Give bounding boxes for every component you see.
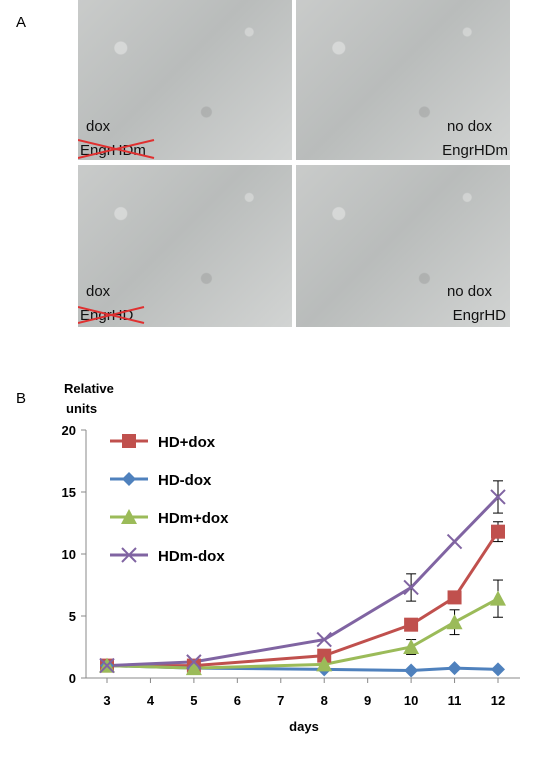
x-tick-label: 8 — [321, 693, 328, 708]
x-tick-label: 3 — [103, 693, 110, 708]
strikethrough-mark — [78, 139, 155, 159]
data-point-x — [490, 489, 506, 505]
strikethrough-mark — [78, 306, 145, 324]
data-point-square — [404, 617, 419, 632]
micrograph-label-top: no dox — [446, 283, 492, 300]
data-point-triangle — [316, 656, 333, 672]
legend-marker-x — [121, 547, 137, 563]
data-point-diamond — [491, 662, 505, 677]
legend-label: HDm-dox — [158, 548, 225, 565]
x-tick-label: 7 — [277, 693, 284, 708]
data-point-square — [317, 648, 332, 663]
x-axis-label: days — [289, 719, 319, 734]
y-tick-label: 5 — [69, 609, 76, 624]
legend-entry: HD-dox — [110, 472, 212, 489]
y-axis-label-line1: Relative — [64, 381, 114, 396]
data-point-x — [99, 657, 115, 674]
x-tick-label: 6 — [234, 693, 241, 708]
data-point-x — [403, 579, 419, 596]
micrograph-dox-engrhdm: dox EngrHDm — [78, 0, 292, 160]
legend-label: HD-dox — [158, 472, 212, 489]
micrograph-label-bottom: EngrHDm — [442, 142, 508, 159]
legend-label: HD+dox — [158, 434, 216, 451]
data-point-x — [186, 654, 202, 670]
series-line-2 — [106, 597, 499, 670]
x-tick-label: 5 — [190, 693, 197, 708]
data-point-x — [316, 631, 332, 648]
legend-entry: HDm-dox — [110, 547, 225, 565]
y-tick-label: 0 — [69, 671, 76, 686]
data-point-square — [447, 590, 462, 605]
data-point-diamond — [447, 661, 462, 676]
x-tick-label: 9 — [364, 693, 371, 708]
legend-marker-triangle — [121, 509, 137, 524]
legend-label: HDm+dox — [158, 510, 229, 527]
micrograph-nodox-engrhd: no dox EngrHD — [296, 165, 510, 327]
micrograph-label-top: no dox — [446, 118, 492, 135]
y-tick-label: 15 — [62, 485, 76, 500]
data-point-triangle — [403, 639, 420, 654]
x-tick-label: 4 — [147, 693, 155, 708]
micrograph-label-bottom: EngrHD — [452, 307, 506, 324]
micrograph-label-top: dox — [86, 118, 111, 135]
data-point-square — [491, 524, 505, 539]
series-line-0 — [107, 530, 500, 668]
legend-entry: HDm+dox — [110, 509, 229, 527]
data-point-triangle — [490, 590, 506, 606]
data-point-triangle — [185, 660, 202, 676]
series-line-3 — [106, 495, 500, 668]
x-tick-label: 12 — [491, 693, 505, 708]
legend-marker-square — [122, 434, 136, 448]
micrograph-label-top: dox — [86, 283, 111, 300]
panel-b-letter: B — [16, 390, 27, 407]
micrograph-nodox-engrhdm: no dox EngrHDm — [296, 0, 510, 160]
legend-marker-diamond — [122, 472, 136, 486]
panel-a-letter: A — [16, 14, 27, 31]
growth-line-chart: Relative units days 0 5 10 15 20 3 4 5 6 7 8 9 10 11… — [62, 381, 520, 734]
y-tick-label: 20 — [62, 423, 76, 438]
y-axis-label-line2: units — [66, 401, 97, 416]
data-point-x — [446, 533, 463, 550]
data-point-diamond — [404, 663, 419, 678]
legend-entry: HD+dox — [110, 434, 216, 451]
x-tick-label: 10 — [404, 693, 418, 708]
y-tick-label: 10 — [62, 547, 76, 562]
micrograph-dox-engrhd: dox EngrHD — [78, 165, 292, 327]
x-tick-label: 11 — [448, 693, 462, 708]
data-point-triangle — [446, 614, 463, 630]
